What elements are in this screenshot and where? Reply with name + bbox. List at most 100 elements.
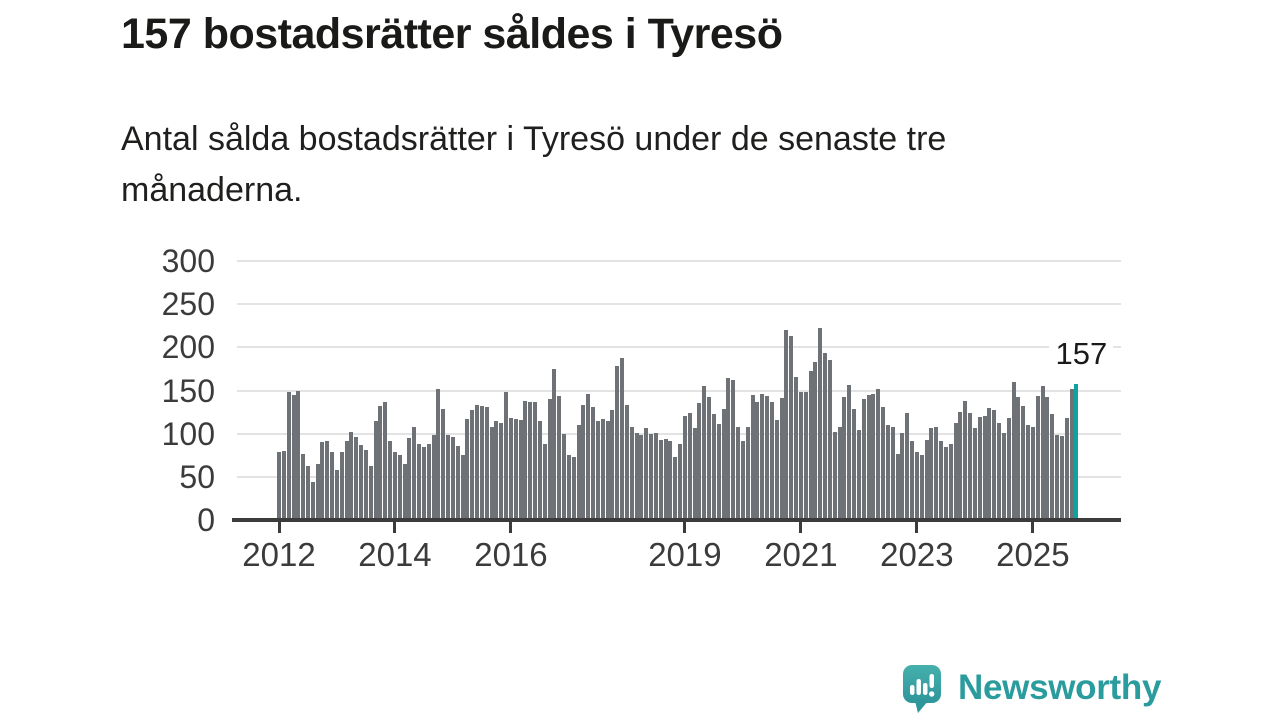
- bar: [663, 438, 668, 520]
- bar: [310, 482, 315, 520]
- bar: [349, 431, 354, 520]
- newsworthy-logo-text: Newsworthy: [958, 668, 1162, 707]
- gridline: [237, 432, 1121, 435]
- bar: [334, 469, 339, 520]
- y-axis-label: 0: [197, 502, 215, 538]
- bar: [1001, 432, 1006, 520]
- bar: [803, 392, 808, 520]
- x-axis-label: 2019: [648, 536, 722, 573]
- bar: [784, 330, 789, 520]
- bar: [939, 440, 944, 520]
- bar: [475, 405, 480, 520]
- bar: [301, 453, 306, 520]
- gridline: [237, 389, 1121, 392]
- x-axis-label: 2014: [358, 536, 432, 573]
- bar: [968, 412, 973, 520]
- bar: [373, 420, 378, 520]
- bar: [359, 444, 364, 520]
- bar: [407, 437, 412, 520]
- bar: [1040, 386, 1045, 520]
- bar: [591, 406, 596, 520]
- bar: [354, 437, 359, 520]
- bar: [557, 395, 562, 520]
- bar: [436, 388, 441, 520]
- bar: [750, 394, 755, 520]
- bar: [634, 432, 639, 520]
- gridline: [237, 303, 1121, 306]
- bar: [992, 409, 997, 520]
- bar: [581, 405, 586, 520]
- bar: [542, 444, 547, 520]
- bar: [1035, 395, 1040, 520]
- x-axis-line: [232, 518, 1121, 522]
- bar: [910, 440, 915, 520]
- gridline: [237, 346, 1121, 349]
- x-axis-tick: [277, 521, 281, 533]
- bar: [397, 455, 402, 520]
- bar: [789, 336, 794, 520]
- bar: [823, 353, 828, 520]
- bar: [866, 394, 871, 520]
- bar: [470, 410, 475, 520]
- bar: [958, 412, 963, 520]
- bar: [726, 377, 731, 520]
- bar: [489, 426, 494, 520]
- bar: [484, 406, 489, 520]
- bar: [885, 425, 890, 520]
- bar: [499, 423, 504, 520]
- bar: [629, 426, 634, 520]
- bar: [721, 408, 726, 520]
- bar: [876, 388, 881, 520]
- bar: [378, 406, 383, 520]
- bar: [934, 426, 939, 520]
- bar: [421, 446, 426, 520]
- x-axis-label: 2025: [996, 536, 1070, 573]
- bar: [842, 397, 847, 520]
- bar: [987, 407, 992, 520]
- bar: [552, 368, 557, 520]
- bar: [692, 427, 697, 520]
- x-axis-tick: [915, 521, 919, 533]
- bar: [306, 465, 310, 520]
- bar: [296, 391, 301, 520]
- chart-subtitle: Antal sålda bostadsrätter i Tyresö under…: [121, 120, 947, 209]
- bar: [344, 440, 349, 520]
- bar: [832, 431, 837, 520]
- bar: [479, 406, 484, 520]
- bar: [794, 376, 799, 520]
- bar: [736, 426, 741, 520]
- bar: [277, 451, 281, 520]
- bar: [1011, 381, 1016, 520]
- bar: [977, 417, 982, 520]
- bar: [914, 451, 919, 520]
- bar: [1064, 418, 1069, 520]
- bar: [624, 405, 629, 520]
- bar: [924, 439, 929, 520]
- bar: [402, 463, 407, 520]
- bar: [982, 415, 987, 520]
- bar: [639, 435, 644, 520]
- bar: [1059, 436, 1064, 520]
- bar: [871, 393, 876, 520]
- bar: [745, 426, 750, 520]
- bar: [571, 456, 576, 520]
- bar: [291, 394, 296, 520]
- bar: [963, 400, 968, 520]
- y-axis-label: 250: [161, 286, 215, 323]
- bar: [774, 419, 779, 520]
- bar: [808, 370, 813, 520]
- bar: [392, 451, 397, 520]
- bar: [972, 428, 977, 520]
- bar: [533, 401, 538, 520]
- bar: [528, 401, 533, 520]
- bar: [895, 454, 900, 520]
- bar: [711, 413, 716, 520]
- y-axis-label: 200: [161, 329, 215, 366]
- bar: [1050, 413, 1055, 520]
- bar: [610, 410, 615, 520]
- bar: [668, 440, 673, 520]
- bar: [827, 360, 832, 520]
- bar: [953, 423, 958, 520]
- x-axis-label: 2021: [764, 536, 838, 573]
- bar: [649, 433, 654, 520]
